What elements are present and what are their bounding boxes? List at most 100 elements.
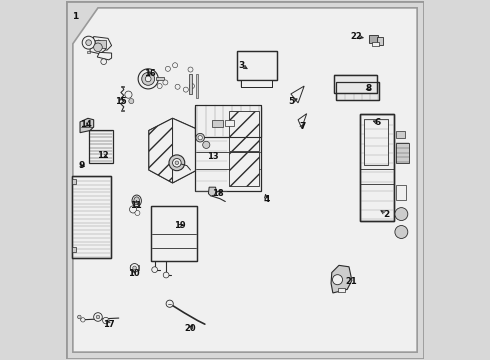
Circle shape [169,155,185,171]
Bar [72,247,76,252]
Bar [195,105,261,137]
Circle shape [198,135,202,140]
Bar [87,51,90,53]
Text: 10: 10 [128,269,140,278]
Circle shape [102,318,109,324]
Text: 5: 5 [289,96,295,105]
Text: 21: 21 [345,276,357,285]
Circle shape [146,76,151,82]
Bar [225,120,234,126]
Bar [334,75,377,93]
Circle shape [196,134,204,142]
Bar [360,114,394,221]
Text: 4: 4 [263,195,270,204]
Circle shape [94,313,102,321]
Text: 9: 9 [78,161,85,170]
Circle shape [157,84,162,89]
Bar [395,143,409,163]
Bar [229,152,259,186]
Text: 14: 14 [79,120,91,129]
Text: 6: 6 [374,118,381,127]
Bar [368,36,378,42]
Bar [334,75,377,93]
Bar [151,206,197,261]
Bar [72,176,111,258]
Circle shape [94,43,102,51]
Circle shape [172,158,181,167]
Text: 22: 22 [350,32,362,41]
Bar [241,80,272,87]
Text: 19: 19 [174,221,186,230]
Bar [190,74,192,94]
Text: 1: 1 [72,12,78,21]
Text: 18: 18 [212,189,224,198]
Text: 17: 17 [103,320,115,329]
Polygon shape [97,52,112,60]
Circle shape [82,36,95,49]
Polygon shape [90,40,106,54]
Circle shape [138,69,158,89]
Circle shape [395,226,408,238]
Bar [121,86,124,87]
Circle shape [188,67,193,72]
Text: 16: 16 [144,69,156,78]
Circle shape [135,211,140,216]
Bar [338,288,344,292]
Circle shape [163,80,168,85]
Circle shape [129,99,134,104]
Bar [377,37,383,45]
Text: 2: 2 [384,210,390,219]
Polygon shape [73,8,417,352]
Circle shape [86,40,92,45]
Ellipse shape [132,195,141,207]
Bar [229,111,259,150]
Bar [72,176,111,258]
Circle shape [175,161,179,165]
Circle shape [333,275,343,285]
Text: 15: 15 [116,97,127,106]
Bar [130,265,139,270]
Polygon shape [172,118,198,183]
Bar [241,80,272,87]
Bar [395,131,405,138]
Text: 12: 12 [98,151,109,160]
Polygon shape [331,265,352,293]
Polygon shape [291,86,304,103]
Text: 8: 8 [366,84,372,93]
Bar [237,51,276,80]
Circle shape [203,141,210,148]
Polygon shape [208,187,216,196]
Polygon shape [149,118,172,183]
Circle shape [152,267,157,273]
Polygon shape [298,114,307,128]
Text: 13: 13 [207,152,219,161]
Bar [395,185,406,200]
Circle shape [175,84,180,89]
Bar [212,120,223,127]
Circle shape [125,91,132,98]
Text: 7: 7 [299,122,306,131]
Circle shape [172,63,177,68]
Bar [364,119,389,165]
Bar [195,107,261,192]
Circle shape [163,272,169,278]
Polygon shape [149,118,198,183]
Circle shape [166,66,171,71]
Bar [121,110,124,111]
Bar [337,82,379,100]
Text: 3: 3 [238,61,245,70]
Circle shape [129,206,137,213]
Bar [237,51,276,80]
Circle shape [133,266,136,270]
Polygon shape [80,118,94,133]
Text: 11: 11 [130,201,142,210]
Bar [156,77,164,80]
Circle shape [96,315,100,319]
Bar [89,130,113,163]
Text: 20: 20 [185,324,196,333]
Circle shape [190,84,195,89]
Circle shape [395,208,408,221]
Polygon shape [93,37,112,50]
Bar [151,206,197,261]
Bar [72,179,76,184]
